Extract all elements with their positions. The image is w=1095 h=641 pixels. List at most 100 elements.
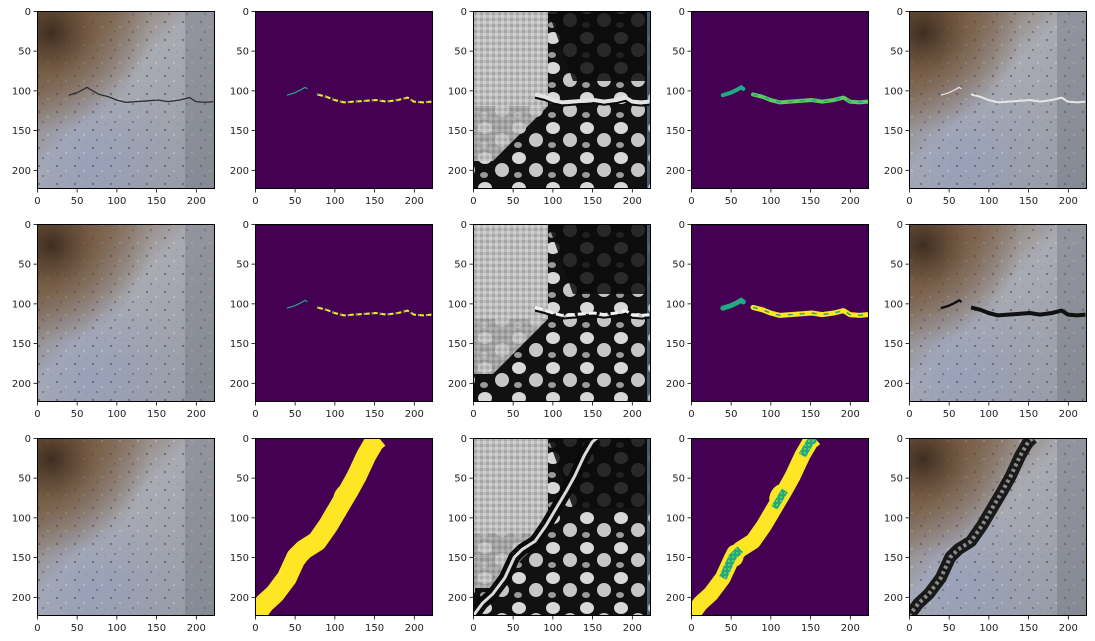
y-tick-label: 200 — [12, 379, 31, 390]
panel-image — [909, 438, 1087, 616]
panel-r2-c2-mask: 0 0 50 50 100 100 150 150 200 200 — [230, 220, 433, 420]
y-tick-label: 200 — [666, 166, 685, 177]
x-tick-label: 0 — [470, 623, 476, 634]
x-tick-label: 150 — [365, 409, 384, 420]
y-tick-label: 0 — [243, 7, 249, 18]
y-tick-label: 50 — [890, 474, 903, 485]
axes-frame — [255, 438, 433, 616]
x-tick-label: 50 — [943, 196, 956, 207]
x-tick-label: 100 — [107, 623, 126, 634]
panel-r3-c3-feature: 0 0 50 50 100 100 150 150 200 200 — [448, 434, 651, 634]
panel-r3-c4-prob: 0 0 50 50 100 100 150 150 200 200 — [666, 434, 869, 634]
panel-r1-c5-overlay: 0 0 50 50 100 100 150 150 200 200 — [884, 7, 1087, 207]
panel-image — [691, 11, 869, 189]
axes-frame — [37, 438, 215, 616]
panel-image — [691, 224, 869, 402]
x-tick-label: 200 — [623, 409, 642, 420]
y-tick-label: 0 — [679, 220, 685, 231]
y-tick-label: 50 — [890, 260, 903, 271]
axes-frame — [473, 11, 651, 189]
y-tick-label: 50 — [454, 474, 467, 485]
x-tick-label: 0 — [252, 196, 258, 207]
x-tick-label: 150 — [147, 623, 166, 634]
y-tick-label: 0 — [243, 434, 249, 445]
x-tick-label: 200 — [405, 196, 424, 207]
y-tick-label: 100 — [12, 86, 31, 97]
x-tick-label: 200 — [187, 196, 206, 207]
x-tick-label: 50 — [725, 409, 738, 420]
y-tick-label: 150 — [884, 339, 903, 350]
x-tick-label: 50 — [71, 409, 84, 420]
x-tick-label: 200 — [841, 409, 860, 420]
panel-r2-c1-photo: 0 0 50 50 100 100 150 150 200 200 — [12, 220, 215, 420]
x-tick-label: 100 — [107, 409, 126, 420]
x-tick-label: 0 — [688, 409, 694, 420]
panel-r3-c2-mask: 0 0 50 50 100 100 150 150 200 200 — [230, 434, 433, 634]
y-tick-label: 0 — [25, 220, 31, 231]
x-tick-label: 50 — [725, 196, 738, 207]
x-tick-label: 50 — [289, 196, 302, 207]
x-tick-label: 50 — [725, 623, 738, 634]
x-tick-label: 150 — [801, 623, 820, 634]
x-tick-label: 0 — [252, 623, 258, 634]
y-tick-label: 200 — [230, 379, 249, 390]
panel-image — [255, 11, 433, 189]
panel-r3-c5-overlay: 0 0 50 50 100 100 150 150 200 200 — [884, 434, 1087, 634]
x-tick-label: 50 — [943, 409, 956, 420]
y-tick-label: 50 — [454, 260, 467, 271]
x-tick-label: 200 — [841, 623, 860, 634]
y-tick-label: 200 — [884, 379, 903, 390]
x-tick-label: 0 — [906, 409, 912, 420]
x-tick-label: 150 — [801, 196, 820, 207]
y-tick-label: 200 — [448, 166, 467, 177]
axes-frame — [691, 438, 869, 616]
x-tick-label: 100 — [325, 196, 344, 207]
y-tick-label: 100 — [666, 86, 685, 97]
x-tick-label: 50 — [71, 196, 84, 207]
panel-image — [255, 224, 433, 402]
panel-image — [37, 438, 215, 616]
panel-r2-c3-feature: 0 0 50 50 100 100 150 150 200 200 — [448, 220, 651, 420]
x-tick-label: 200 — [187, 409, 206, 420]
y-tick-label: 50 — [672, 474, 685, 485]
x-tick-label: 50 — [507, 623, 520, 634]
y-tick-label: 0 — [25, 434, 31, 445]
y-tick-label: 100 — [230, 299, 249, 310]
y-tick-label: 150 — [230, 553, 249, 564]
panel-r1-c1-photo: 0 0 50 50 100 100 150 150 200 200 — [12, 7, 215, 207]
x-tick-label: 200 — [1059, 623, 1078, 634]
y-tick-label: 50 — [236, 474, 249, 485]
panel-r3-c1-photo: 0 0 50 50 100 100 150 150 200 200 — [12, 434, 215, 634]
y-tick-label: 100 — [12, 513, 31, 524]
y-tick-label: 150 — [448, 339, 467, 350]
y-tick-label: 200 — [884, 593, 903, 604]
y-tick-label: 0 — [461, 7, 467, 18]
x-tick-label: 0 — [688, 196, 694, 207]
x-tick-label: 0 — [470, 409, 476, 420]
y-tick-label: 100 — [666, 513, 685, 524]
y-tick-label: 0 — [897, 434, 903, 445]
y-tick-label: 150 — [884, 126, 903, 137]
axes-frame — [37, 11, 215, 189]
y-tick-label: 200 — [666, 379, 685, 390]
panel-image — [909, 11, 1087, 189]
x-tick-label: 100 — [761, 409, 780, 420]
panel-r1-c2-mask: 0 0 50 50 100 100 150 150 200 200 — [230, 7, 433, 207]
x-tick-label: 200 — [623, 196, 642, 207]
x-tick-label: 50 — [507, 196, 520, 207]
panel-r1-c4-prob: 0 0 50 50 100 100 150 150 200 200 — [666, 7, 869, 207]
y-tick-label: 100 — [448, 513, 467, 524]
y-tick-label: 0 — [679, 7, 685, 18]
y-tick-label: 150 — [12, 553, 31, 564]
axes-frame — [909, 11, 1087, 189]
y-tick-label: 50 — [672, 260, 685, 271]
x-tick-label: 100 — [107, 196, 126, 207]
x-tick-label: 150 — [147, 409, 166, 420]
x-tick-label: 0 — [34, 196, 40, 207]
x-tick-label: 150 — [583, 623, 602, 634]
x-tick-label: 0 — [906, 196, 912, 207]
y-tick-label: 200 — [230, 166, 249, 177]
x-tick-label: 100 — [325, 623, 344, 634]
y-tick-label: 200 — [230, 593, 249, 604]
